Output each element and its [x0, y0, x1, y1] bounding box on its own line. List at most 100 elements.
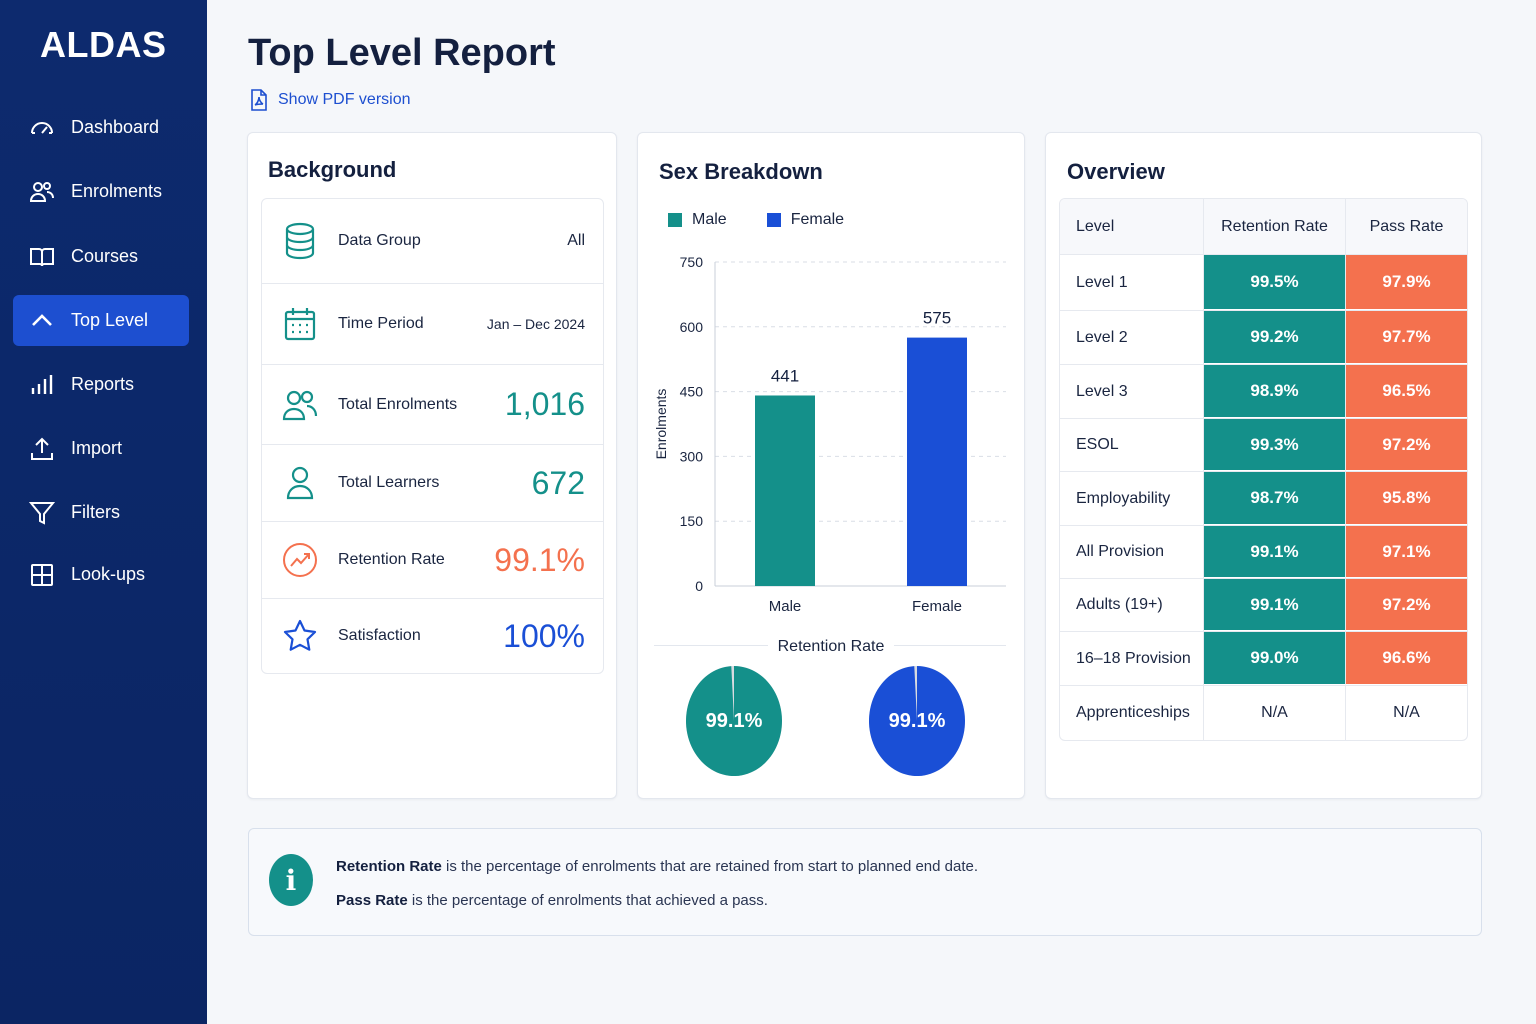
retention-cell: 99.1%: [1204, 579, 1346, 631]
overview-card: Overview Level Retention Rate Pass Rate …: [1045, 132, 1482, 799]
level-cell: ESOL: [1060, 419, 1204, 471]
show-pdf-link[interactable]: Show PDF version: [250, 89, 411, 111]
bar-female: [907, 337, 967, 586]
page-title: Top Level Report: [248, 32, 556, 74]
level-cell: Level 2: [1060, 311, 1204, 364]
users-icon: [27, 177, 57, 207]
sidebar-item-label: Dashboard: [71, 117, 160, 137]
sidebar-item-label: Look-ups: [71, 564, 146, 584]
level-cell: Level 3: [1060, 365, 1204, 418]
x-tick-label: Male: [769, 598, 802, 615]
level-cell: Apprenticeships: [1060, 686, 1204, 740]
table-row: All Provision 99.1% 97.1%: [1060, 526, 1467, 579]
table-row: Adults (19+) 99.1% 97.2%: [1060, 579, 1467, 632]
sidebar-item-courses[interactable]: Courses: [13, 231, 189, 282]
background-row-total-enrolments: Total Enrolments 1,016: [262, 365, 603, 445]
table-row: ESOL 99.3% 97.2%: [1060, 419, 1467, 472]
overview-title: Overview: [1067, 159, 1165, 184]
upload-icon: [27, 434, 57, 464]
enrolments-bar-chart: 0 150 300 450 600 750 Enrolments 441 Male 575 Fema…: [653, 254, 1006, 615]
pass-cell: 96.5%: [1346, 365, 1467, 418]
bar-value-label: 441: [771, 366, 799, 385]
legend-item-female: Female: [766, 211, 844, 229]
sidebar-item-label: Import: [71, 438, 123, 458]
background-card: Background Data Group All Time Period Ja…: [247, 132, 617, 799]
background-row-satisfaction: Satisfaction 100%: [262, 599, 603, 673]
table-header-retention: Retention Rate: [1204, 199, 1346, 254]
users-icon: [278, 383, 322, 427]
sidebar-item-enrolments[interactable]: Enrolments: [13, 166, 189, 217]
time-period-label: Time Period: [338, 315, 424, 332]
table-row: 16–18 Provision 99.0% 96.6%: [1060, 632, 1467, 686]
male-retention-value: 99.1%: [705, 709, 763, 732]
background-row-time-period: Time Period Jan – Dec 2024: [262, 284, 603, 365]
legend-label-male: Male: [692, 211, 727, 228]
sidebar-item-look-ups[interactable]: Look-ups: [13, 549, 189, 600]
bar-value-label: 575: [923, 309, 951, 328]
retention-caption-wrap: Retention Rate: [638, 638, 1024, 656]
user-icon: [278, 461, 322, 505]
chart-legend: Male Female: [668, 211, 884, 229]
sidebar-item-import[interactable]: Import: [13, 423, 189, 474]
retention-cell: 99.1%: [1204, 526, 1346, 578]
time-period-value: Jan – Dec 2024: [486, 316, 585, 332]
background-row-retention-rate: Retention Rate 99.1%: [262, 522, 603, 599]
satisfaction-label: Satisfaction: [338, 627, 421, 644]
female-retention-value: 99.1%: [888, 709, 946, 732]
sidebar-item-label: Top Level: [71, 310, 149, 330]
data-group-value: All: [567, 232, 585, 249]
y-tick-label: 600: [680, 319, 704, 335]
calendar-icon: [278, 302, 322, 346]
pass-cell: 97.1%: [1346, 526, 1467, 578]
bar-chart-icon: [27, 370, 57, 400]
sidebar-item-filters[interactable]: Filters: [13, 487, 189, 538]
pass-cell: 97.2%: [1346, 579, 1467, 631]
sex-breakdown-card: Sex Breakdown Male Female 0 150 300 450 600 7…: [637, 132, 1025, 799]
retention-rate-value: 99.1%: [494, 541, 585, 578]
satisfaction-value: 100%: [503, 617, 585, 654]
level-cell: Employability: [1060, 472, 1204, 525]
info-icon: i: [269, 854, 313, 906]
sidebar-item-dashboard[interactable]: Dashboard: [13, 102, 189, 153]
star-icon: [278, 614, 322, 658]
sidebar-item-top-level[interactable]: Top Level: [13, 295, 189, 346]
table-row: Level 3 98.9% 96.5%: [1060, 365, 1467, 419]
table-header-level: Level: [1060, 199, 1204, 254]
legend-item-male: Male: [668, 211, 727, 229]
table-row: Employability 98.7% 95.8%: [1060, 472, 1467, 526]
background-row-data-group: Data Group All: [262, 199, 603, 284]
sex-breakdown-title: Sex Breakdown: [659, 159, 823, 184]
bar-male: [755, 395, 815, 586]
level-cell: All Provision: [1060, 526, 1204, 578]
legend-swatch-male: [668, 213, 682, 227]
pass-cell: N/A: [1393, 704, 1420, 721]
chevron-up-icon: [27, 306, 57, 336]
total-learners-value: 672: [531, 464, 585, 501]
background-list: Data Group All Time Period Jan – Dec 202…: [261, 198, 604, 674]
y-tick-label: 450: [680, 384, 704, 400]
table-row: Level 1 99.5% 97.9%: [1060, 255, 1467, 311]
retention-cell: 98.7%: [1204, 472, 1346, 525]
y-axis-label: Enrolments: [653, 389, 669, 460]
pdf-link-label: Show PDF version: [278, 91, 411, 108]
data-group-label: Data Group: [338, 232, 421, 249]
sidebar-item-label: Enrolments: [71, 181, 163, 201]
y-tick-label: 0: [695, 578, 703, 594]
app-logo: ALDAS: [40, 24, 167, 65]
trend-up-icon: [278, 538, 322, 582]
sidebar-item-label: Courses: [71, 246, 139, 266]
filter-icon: [27, 498, 57, 528]
table-header-row: Level Retention Rate Pass Rate: [1060, 199, 1467, 255]
sidebar-item-label: Filters: [71, 502, 120, 522]
pass-text: is the percentage of enrolments that ach…: [407, 892, 768, 909]
grid-icon: [27, 560, 57, 590]
overview-table: Level Retention Rate Pass Rate Level 1 99…: [1059, 198, 1468, 741]
retention-cell: 99.3%: [1204, 419, 1346, 471]
level-cell: Adults (19+): [1060, 579, 1204, 631]
pass-definition: Pass Rate is the percentage of enrolment…: [336, 892, 768, 909]
total-learners-label: Total Learners: [338, 474, 440, 491]
sidebar-item-reports[interactable]: Reports: [13, 359, 189, 410]
retention-caption: Retention Rate: [767, 638, 895, 655]
sidebar-item-label: Reports: [71, 374, 135, 394]
retention-definition: Retention Rate is the percentage of enro…: [336, 858, 978, 875]
